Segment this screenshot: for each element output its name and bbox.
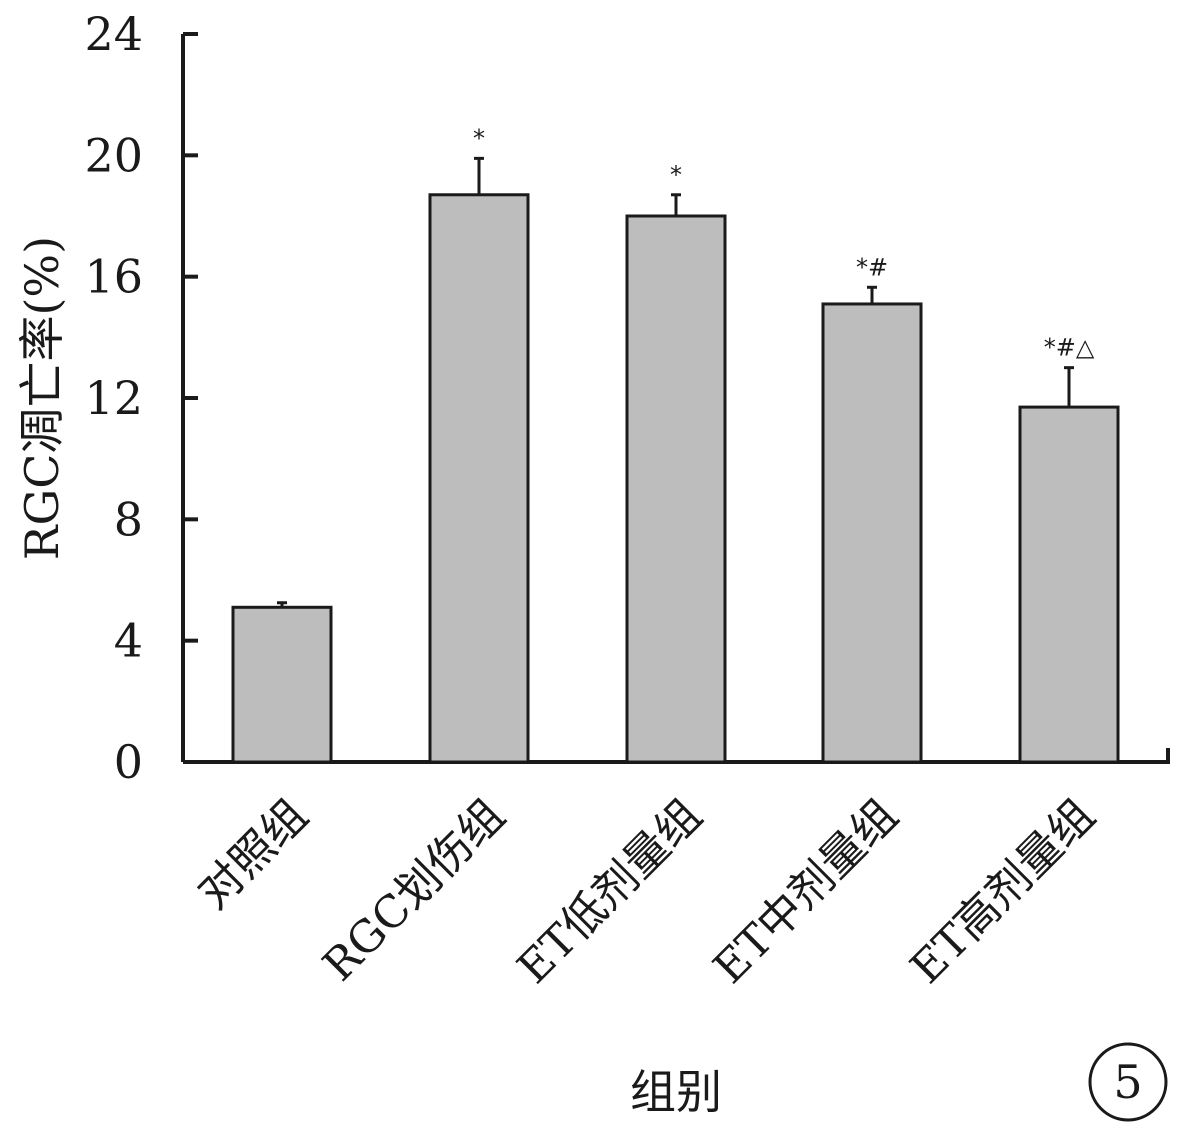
y-tick-label: 20 [84, 128, 143, 182]
error-bars [277, 156, 1074, 608]
y-tick-label: 4 [114, 614, 143, 668]
y-tick-label: 8 [114, 492, 143, 546]
significance-label: * [473, 124, 485, 152]
y-tick-label: 24 [84, 7, 143, 61]
y-tick-label: 16 [84, 250, 143, 304]
category-label: 对照组 [188, 790, 317, 919]
significance-label: * [670, 161, 682, 189]
y-tick-label: 12 [84, 371, 143, 425]
y-ticks: 0 4 8 12 16 20 24 [84, 7, 198, 789]
significance-labels: * * *# *#△ [473, 124, 1095, 361]
category-label: ET高剂量组 [901, 790, 1105, 994]
y-axis-title: RGC凋亡率(%) [15, 236, 69, 560]
bar-1 [231, 605, 333, 764]
bar-3 [625, 214, 727, 764]
category-label: ET低剂量组 [508, 790, 712, 994]
bars [231, 193, 1120, 764]
x-axis-title: 组别 [630, 1065, 722, 1119]
bar-5 [1018, 405, 1120, 764]
bar-2 [428, 193, 530, 764]
category-label: RGC划伤组 [313, 790, 514, 991]
bar-4 [821, 302, 923, 764]
significance-label: *#△ [1044, 334, 1095, 362]
significance-label: *# [856, 253, 888, 281]
category-label: ET中剂量组 [704, 790, 908, 994]
panel-label: 5 [1088, 1042, 1168, 1122]
panel-label-text: 5 [1113, 1055, 1142, 1109]
panel-label-circle [1088, 1042, 1168, 1122]
y-tick-label: 0 [114, 735, 143, 789]
